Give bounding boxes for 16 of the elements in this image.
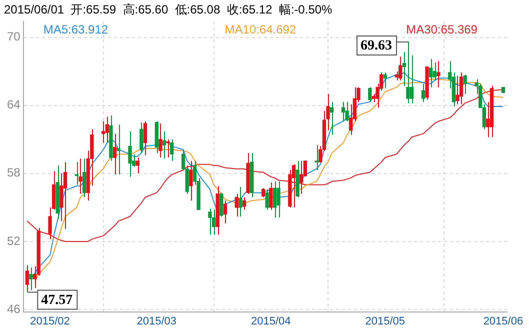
y-tick-label: 52 — [6, 234, 21, 248]
annotation: 69.63 — [360, 38, 392, 54]
x-tick-label: 2015/02 — [30, 315, 70, 328]
x-tick-label: 2015/03 — [136, 315, 177, 328]
x-tick-label: 2015/05 — [365, 315, 406, 328]
y-tick-label: 58 — [6, 166, 21, 180]
annotation: 47.57 — [41, 292, 73, 308]
y-tick-label: 70 — [6, 30, 21, 44]
y-tick-label: 46 — [6, 302, 21, 316]
text: MA5:63.912 — [43, 22, 108, 37]
x-tick-label: 2015/06 — [483, 315, 524, 328]
text: MA30:65.369 — [406, 22, 478, 37]
text: MA10:64.692 — [224, 22, 296, 37]
chart-title: 2015/06/01 开:65.59 高:65.60 低:65.08 收:65.12 幅:-0.50% — [4, 2, 333, 17]
y-tick-label: 64 — [6, 98, 21, 112]
x-tick-label: 2015/04 — [251, 315, 291, 328]
